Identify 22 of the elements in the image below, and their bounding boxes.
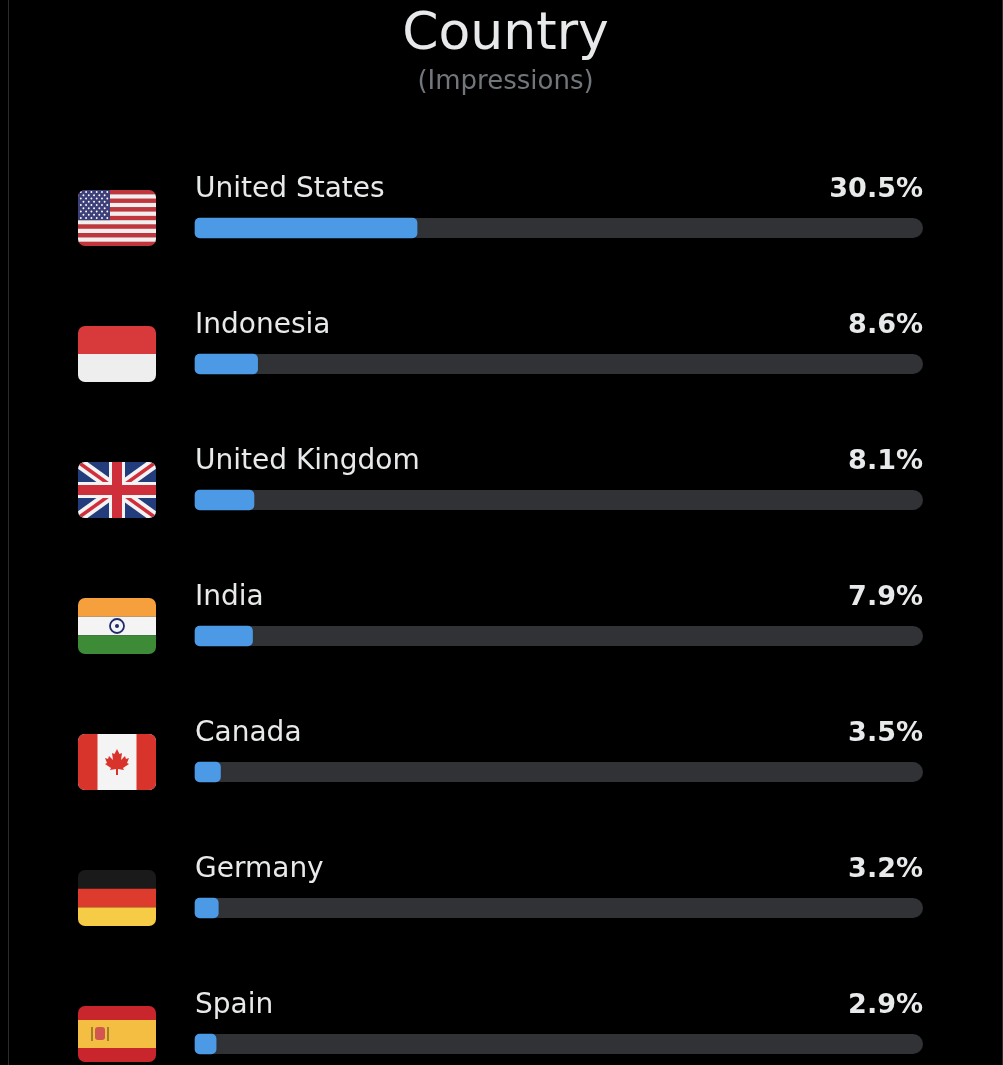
bar xyxy=(194,897,219,919)
data-label: 8.1% xyxy=(848,444,923,476)
bar xyxy=(194,1033,217,1055)
bar xyxy=(194,353,258,375)
y-tick-label: United Kingdom xyxy=(195,443,420,477)
y-tick-label: Germany xyxy=(195,851,324,885)
y-tick-label: Indonesia xyxy=(195,307,331,341)
y-tick-label: Spain xyxy=(195,987,274,1021)
y-tick-label: India xyxy=(195,579,264,613)
bar xyxy=(194,625,253,647)
data-label: 2.9% xyxy=(848,988,923,1020)
data-label: 8.6% xyxy=(848,308,923,340)
data-label: 30.5% xyxy=(829,172,923,204)
data-label: 3.5% xyxy=(848,716,923,748)
data-label: 7.9% xyxy=(848,580,923,612)
chart-subtitle: (Impressions) xyxy=(416,64,595,97)
chart-title: Country xyxy=(401,0,610,62)
bar xyxy=(194,489,255,511)
bar xyxy=(194,761,221,783)
y-tick-label: Canada xyxy=(195,715,302,749)
data-label: 3.2% xyxy=(848,852,923,884)
y-tick-label: United States xyxy=(195,171,385,205)
